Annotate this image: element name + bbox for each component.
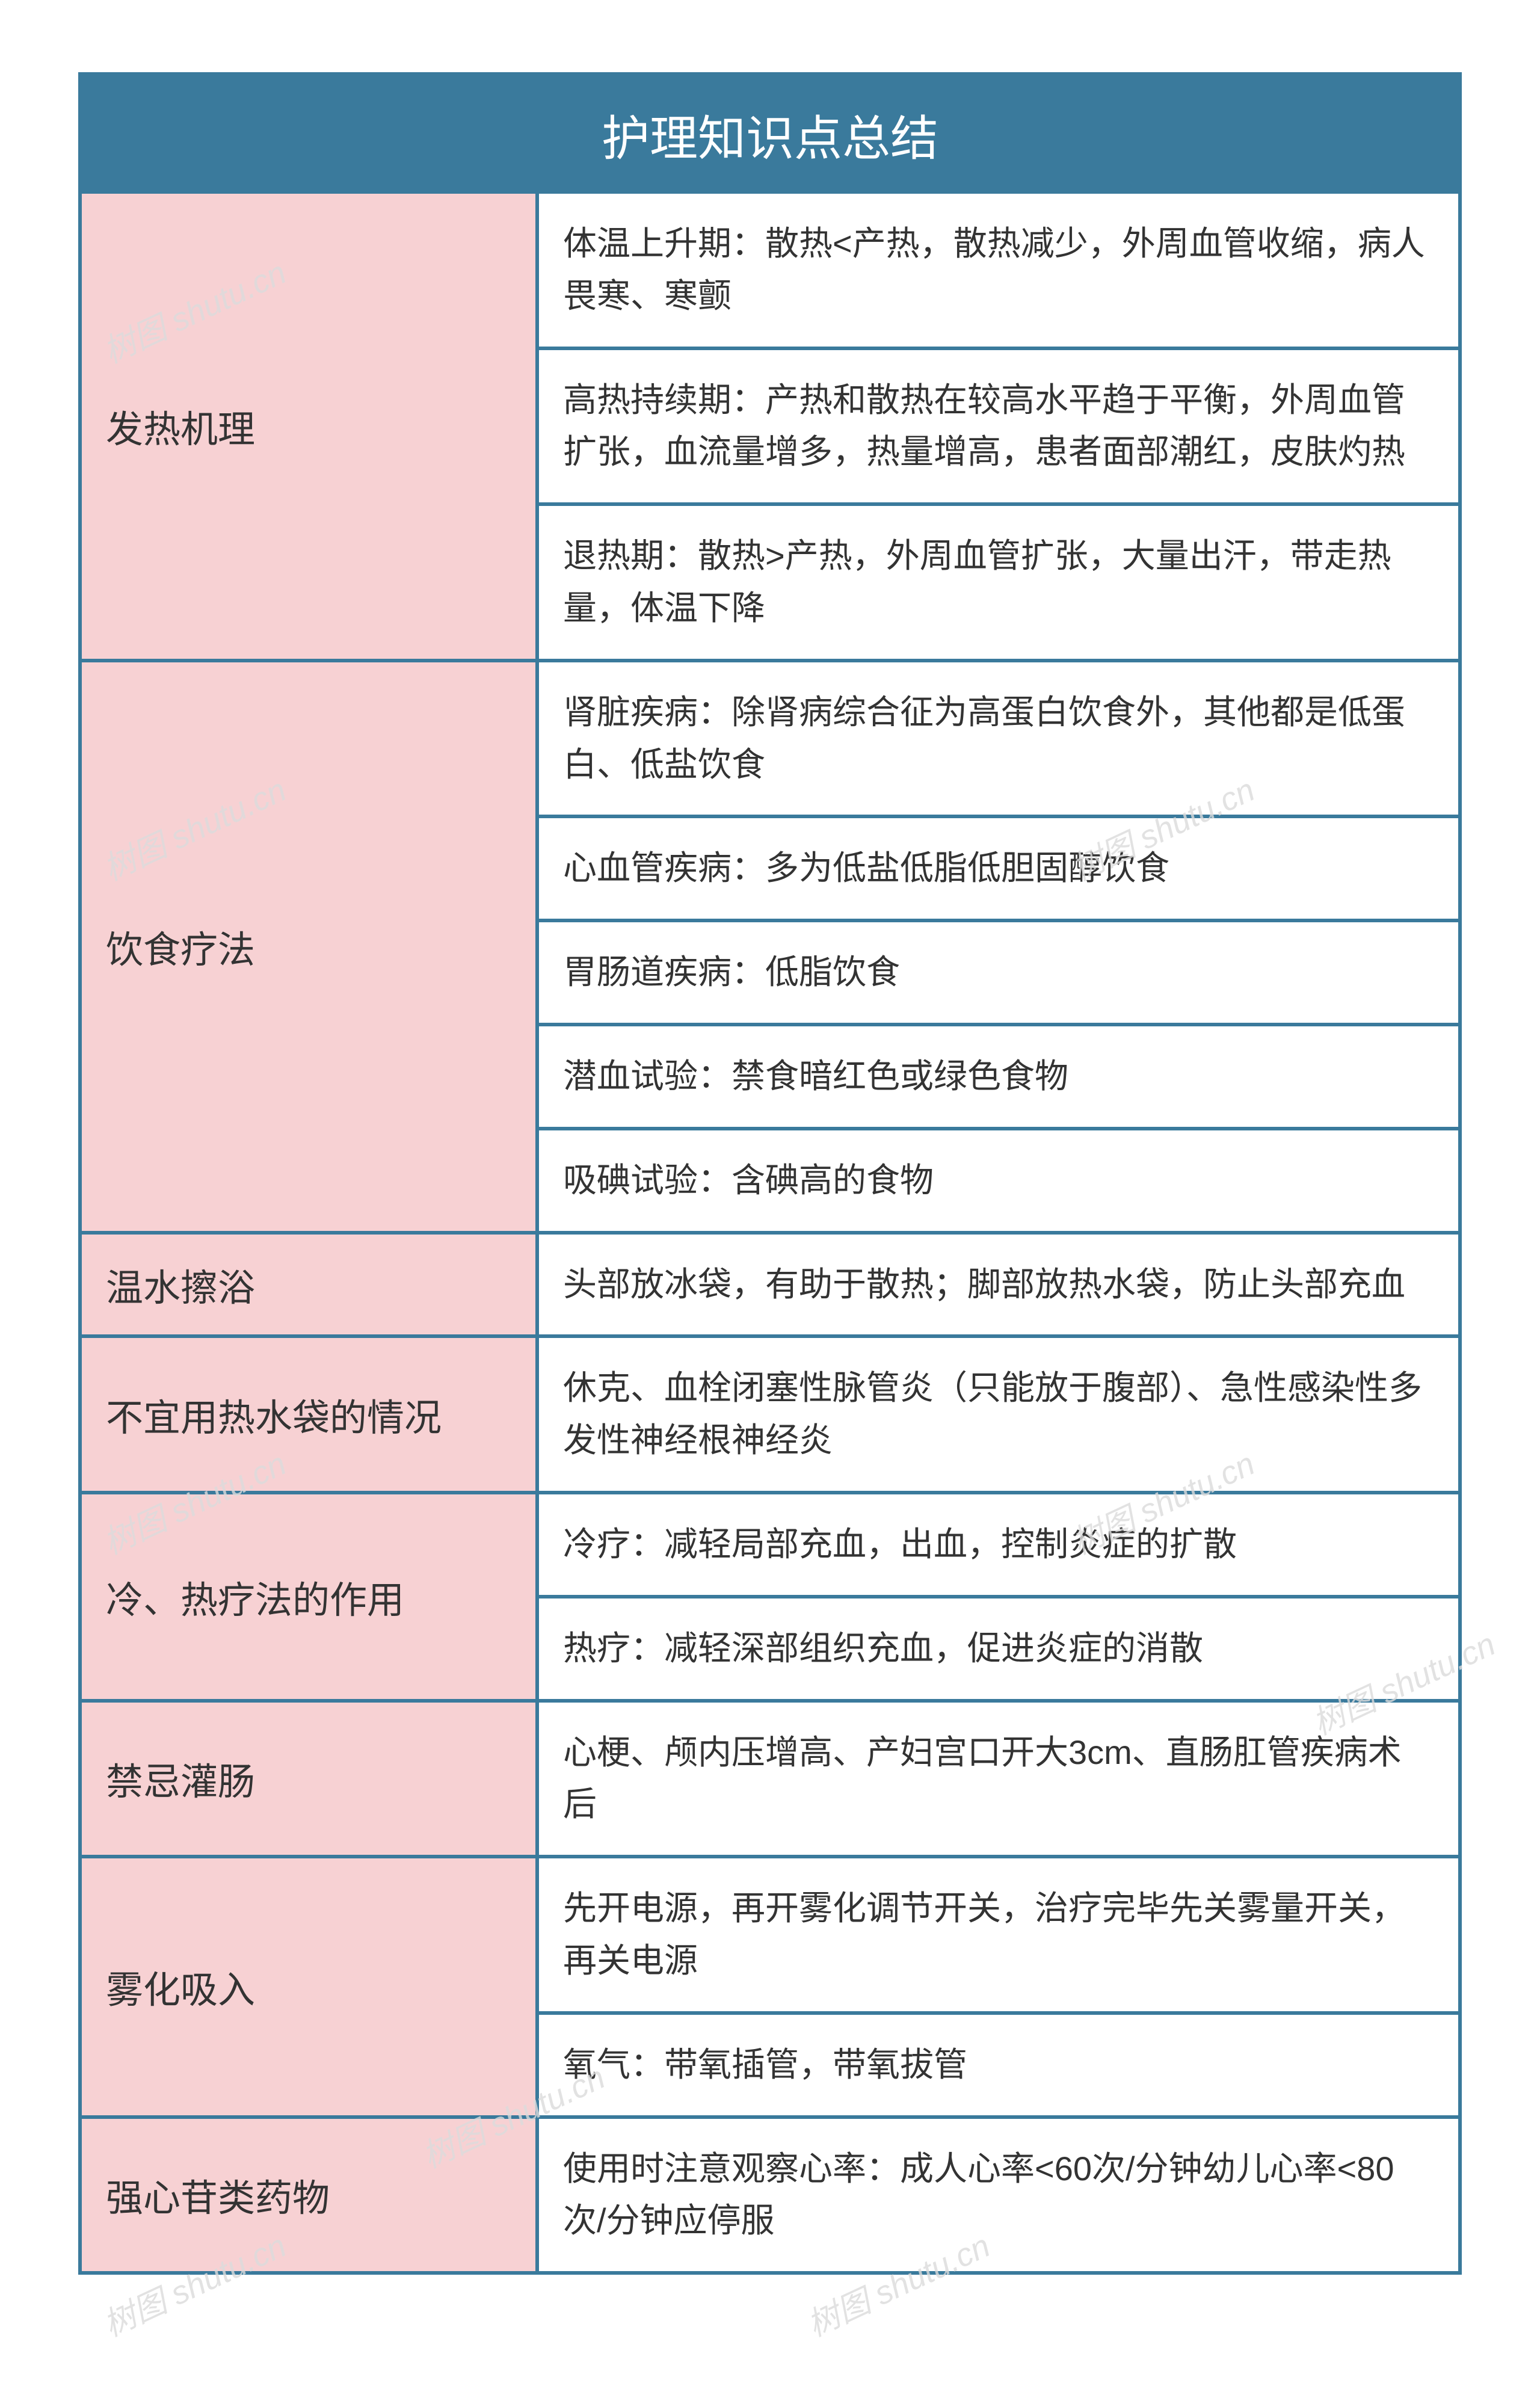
section-content: 休克、血栓闭塞性脉管炎（只能放于腹部）、急性感染性多发性神经根神经炎 (539, 1338, 1458, 1491)
section-label: 强心苷类药物 (82, 2119, 539, 2272)
table-section: 雾化吸入先开电源，再开雾化调节开关，治疗完毕先关雾量开关，再关电源氧气：带氧插管… (82, 1855, 1458, 2115)
section-content: 肾脏疾病：除肾病综合征为高蛋白饮食外，其他都是低蛋白、低盐饮食心血管疾病：多为低… (539, 662, 1458, 1231)
section-label: 发热机理 (82, 194, 539, 659)
content-item: 肾脏疾病：除肾病综合征为高蛋白饮食外，其他都是低蛋白、低盐饮食 (539, 662, 1458, 815)
section-label: 不宜用热水袋的情况 (82, 1338, 539, 1491)
content-item: 心梗、颅内压增高、产妇宫口开大3cm、直肠肛管疾病术后 (539, 1703, 1458, 1855)
table-section: 温水擦浴头部放冰袋，有助于散热；脚部放热水袋，防止头部充血 (82, 1231, 1458, 1335)
table-section: 饮食疗法肾脏疾病：除肾病综合征为高蛋白饮食外，其他都是低蛋白、低盐饮食心血管疾病… (82, 659, 1458, 1231)
table-section: 冷、热疗法的作用冷疗：减轻局部充血，出血，控制炎症的扩散热疗：减轻深部组织充血，… (82, 1491, 1458, 1699)
content-item: 使用时注意观察心率：成人心率<60次/分钟幼儿心率<80次/分钟应停服 (539, 2119, 1458, 2272)
table-section: 不宜用热水袋的情况休克、血栓闭塞性脉管炎（只能放于腹部）、急性感染性多发性神经根… (82, 1334, 1458, 1491)
content-item: 潜血试验：禁食暗红色或绿色食物 (539, 1023, 1458, 1127)
content-item: 体温上升期：散热<产热，散热减少，外周血管收缩，病人畏寒、寒颤 (539, 194, 1458, 347)
content-item: 胃肠道疾病：低脂饮食 (539, 919, 1458, 1023)
section-content: 冷疗：减轻局部充血，出血，控制炎症的扩散热疗：减轻深部组织充血，促进炎症的消散 (539, 1494, 1458, 1699)
table-section: 禁忌灌肠心梗、颅内压增高、产妇宫口开大3cm、直肠肛管疾病术后 (82, 1699, 1458, 1855)
content-item: 冷疗：减轻局部充血，出血，控制炎症的扩散 (539, 1494, 1458, 1595)
content-item: 热疗：减轻深部组织充血，促进炎症的消散 (539, 1595, 1458, 1699)
section-content: 使用时注意观察心率：成人心率<60次/分钟幼儿心率<80次/分钟应停服 (539, 2119, 1458, 2272)
content-item: 高热持续期：产热和散热在较高水平趋于平衡，外周血管扩张，血流量增多，热量增高，患… (539, 347, 1458, 503)
section-label: 温水擦浴 (82, 1235, 539, 1335)
section-content: 体温上升期：散热<产热，散热减少，外周血管收缩，病人畏寒、寒颤高热持续期：产热和… (539, 194, 1458, 659)
table-title: 护理知识点总结 (82, 76, 1458, 194)
section-content: 头部放冰袋，有助于散热；脚部放热水袋，防止头部充血 (539, 1235, 1458, 1335)
content-item: 退热期：散热>产热，外周血管扩张，大量出汗，带走热量，体温下降 (539, 502, 1458, 659)
content-item: 休克、血栓闭塞性脉管炎（只能放于腹部）、急性感染性多发性神经根神经炎 (539, 1338, 1458, 1491)
section-content: 先开电源，再开雾化调节开关，治疗完毕先关雾量开关，再关电源氧气：带氧插管，带氧拔… (539, 1858, 1458, 2115)
content-item: 心血管疾病：多为低盐低脂低胆固醇饮食 (539, 815, 1458, 919)
section-label: 饮食疗法 (82, 662, 539, 1231)
table-section: 发热机理体温上升期：散热<产热，散热减少，外周血管收缩，病人畏寒、寒颤高热持续期… (82, 194, 1458, 659)
section-label: 雾化吸入 (82, 1858, 539, 2115)
section-label: 冷、热疗法的作用 (82, 1494, 539, 1699)
section-content: 心梗、颅内压增高、产妇宫口开大3cm、直肠肛管疾病术后 (539, 1703, 1458, 1855)
content-item: 氧气：带氧插管，带氧拔管 (539, 2011, 1458, 2115)
summary-table: 护理知识点总结 发热机理体温上升期：散热<产热，散热减少，外周血管收缩，病人畏寒… (78, 72, 1462, 2275)
section-label: 禁忌灌肠 (82, 1703, 539, 1855)
table-section: 强心苷类药物使用时注意观察心率：成人心率<60次/分钟幼儿心率<80次/分钟应停… (82, 2115, 1458, 2272)
content-item: 吸碘试验：含碘高的食物 (539, 1127, 1458, 1231)
content-item: 头部放冰袋，有助于散热；脚部放热水袋，防止头部充血 (539, 1235, 1458, 1335)
content-item: 先开电源，再开雾化调节开关，治疗完毕先关雾量开关，再关电源 (539, 1858, 1458, 2011)
